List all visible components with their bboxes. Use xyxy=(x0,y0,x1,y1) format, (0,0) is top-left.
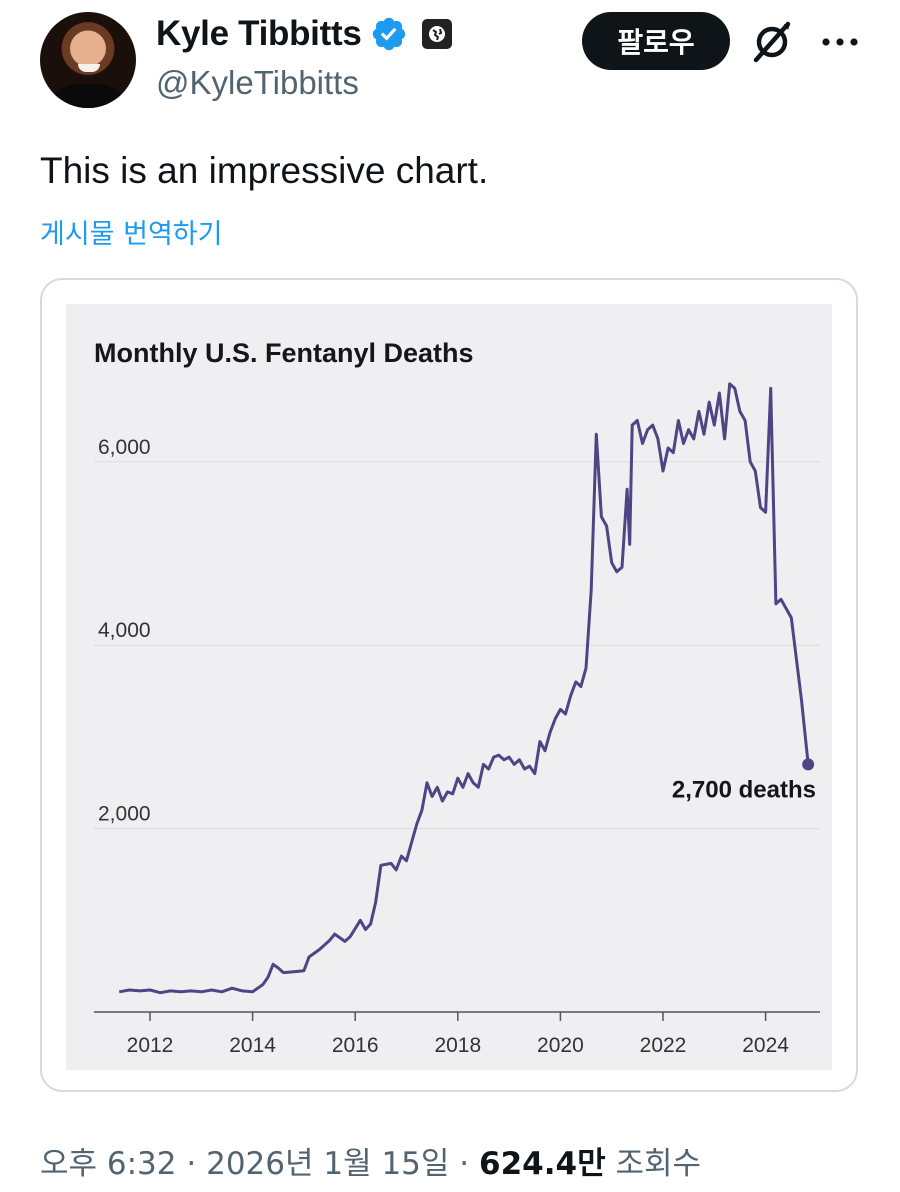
series-line-monthly-deaths xyxy=(118,382,810,995)
x-tick-label: 2022 xyxy=(640,1034,687,1057)
y-axis-ticks: 2,000 4,000 6,000 xyxy=(98,436,151,826)
y-tick-label: 6,000 xyxy=(98,436,151,459)
translate-post-link[interactable]: 게시물 번역하기 xyxy=(40,219,223,250)
chart-title: Monthly U.S. Fentanyl Deaths xyxy=(94,338,474,368)
affiliate-badge-icon[interactable] xyxy=(421,19,452,49)
x-tick-label: 2012 xyxy=(127,1034,174,1057)
avatar[interactable] xyxy=(40,12,136,108)
x-tick-label: 2024 xyxy=(742,1034,789,1057)
x-tick-label: 2016 xyxy=(332,1034,379,1057)
author-name[interactable]: Kyle Tibbitts xyxy=(156,14,452,54)
chart-area: Monthly U.S. Fentanyl Deaths 2,000 4,000 6… xyxy=(66,304,832,1070)
y-tick-label: 2,000 xyxy=(98,803,151,826)
post-text: This is an impressive chart. xyxy=(40,150,489,191)
view-count-label: 조회수 xyxy=(615,1146,702,1182)
post-time[interactable]: 오후 6:32 xyxy=(40,1146,177,1182)
x-tick-label: 2020 xyxy=(537,1034,584,1057)
globe-icon xyxy=(428,26,445,42)
author-name-text[interactable]: Kyle Tibbitts xyxy=(156,14,362,53)
grok-icon[interactable] xyxy=(748,18,796,66)
x-axis-ticks: 2012 2014 2016 2018 2020 2022 2024 xyxy=(127,1012,789,1057)
verified-badge-icon xyxy=(372,17,405,51)
follow-button[interactable]: 팔로우 xyxy=(582,12,730,70)
more-options-icon[interactable] xyxy=(816,22,864,62)
meta-separator: · xyxy=(459,1146,470,1182)
post-date[interactable]: 2026년 1월 15일 xyxy=(206,1146,450,1182)
author-handle[interactable]: @KyleTibbitts xyxy=(156,64,359,101)
y-tick-label: 4,000 xyxy=(98,619,151,642)
avatar-smile xyxy=(78,64,100,72)
post-meta: 오후 6:32 · 2026년 1월 15일 · 624.4만 조회수 xyxy=(40,1138,701,1183)
fentanyl-deaths-chart: Monthly U.S. Fentanyl Deaths 2,000 4,000 6… xyxy=(94,338,820,1057)
x-tick-label: 2018 xyxy=(434,1034,481,1057)
annotation-label: 2,700 deaths xyxy=(672,776,816,803)
avatar-shirt xyxy=(54,84,122,108)
x-tick-label: 2014 xyxy=(229,1034,276,1057)
view-count: 624.4만 xyxy=(479,1146,606,1182)
series-end-point xyxy=(802,758,815,771)
meta-separator: · xyxy=(186,1146,197,1182)
chart-gridlines xyxy=(94,461,820,830)
media-card[interactable]: Monthly U.S. Fentanyl Deaths 2,000 4,000 6… xyxy=(40,278,858,1092)
